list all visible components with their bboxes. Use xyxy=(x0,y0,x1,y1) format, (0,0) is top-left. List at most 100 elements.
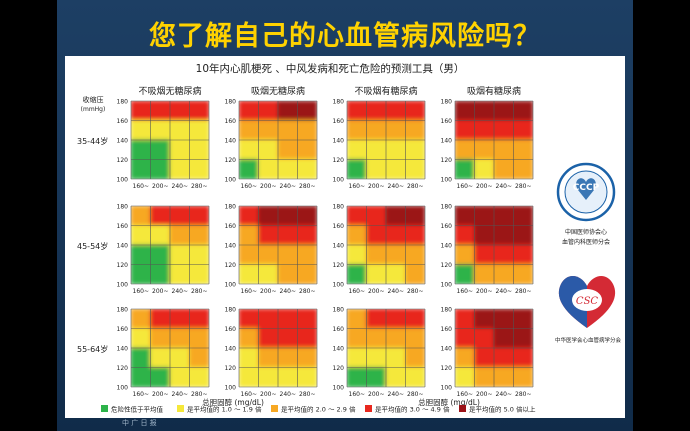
x-tick-label: 280~ xyxy=(299,183,315,190)
risk-cell xyxy=(474,244,495,265)
y-tick-label: 100 xyxy=(441,282,453,289)
risk-cell xyxy=(366,264,387,284)
risk-cell xyxy=(169,120,190,141)
risk-cell xyxy=(474,367,495,387)
legend-swatch xyxy=(101,405,108,412)
risk-cell xyxy=(297,120,317,141)
risk-cell xyxy=(150,244,171,265)
y-tick-label: 100 xyxy=(117,385,129,392)
risk-cell xyxy=(297,101,317,121)
risk-cell xyxy=(513,206,533,226)
risk-cell xyxy=(493,159,514,179)
x-tick-label: 280~ xyxy=(191,183,207,190)
risk-cell xyxy=(239,264,259,284)
x-tick-label: 200~ xyxy=(260,391,276,398)
x-tick-label: 200~ xyxy=(368,288,384,295)
legend-swatch xyxy=(271,405,278,412)
risk-cell xyxy=(347,347,367,368)
risk-cell xyxy=(297,347,317,368)
risk-cell xyxy=(297,309,317,329)
risk-cell xyxy=(513,244,533,265)
y-tick-label: 160 xyxy=(225,118,237,125)
x-tick-label: 160~ xyxy=(349,183,365,190)
risk-cell xyxy=(366,159,387,179)
y-tick-label: 120 xyxy=(117,262,129,269)
x-tick-label: 160~ xyxy=(349,391,365,398)
risk-cell xyxy=(405,264,425,284)
risk-cell xyxy=(131,347,151,368)
slide-title: 您了解自己的心血管病风险吗？ xyxy=(149,21,541,52)
risk-cell xyxy=(169,309,190,329)
risk-grid: 180 160 140 120 100 160~ 200~ 240~ 280~ xyxy=(117,99,210,190)
x-tick-label: 280~ xyxy=(515,183,531,190)
risk-cell xyxy=(277,139,298,160)
y-tick-label: 180 xyxy=(117,99,129,106)
risk-cell xyxy=(150,139,171,160)
risk-grid: 180 160 140 120 100 160~ 200~ 240~ 280~ xyxy=(441,307,534,398)
risk-cell xyxy=(169,328,190,349)
y-tick-label: 180 xyxy=(225,204,237,211)
x-tick-label: 200~ xyxy=(368,391,384,398)
x-tick-label: 160~ xyxy=(133,391,149,398)
risk-cell xyxy=(455,159,475,179)
risk-cell xyxy=(189,347,209,368)
risk-cell xyxy=(169,101,190,121)
y-tick-label: 140 xyxy=(117,346,129,353)
risk-grid-fill xyxy=(239,206,317,284)
risk-cell xyxy=(347,367,367,387)
x-tick-label: 280~ xyxy=(191,391,207,398)
y-tick-label: 180 xyxy=(117,204,129,211)
column-header: 吸烟无糖尿病 xyxy=(251,85,305,97)
risk-cell xyxy=(258,328,279,349)
x-tick-label: 240~ xyxy=(280,391,296,398)
x-tick-label: 200~ xyxy=(476,183,492,190)
x-tick-label: 240~ xyxy=(496,391,512,398)
y-tick-label: 120 xyxy=(225,262,237,269)
y-tick-label: 100 xyxy=(225,385,237,392)
risk-cell xyxy=(366,244,387,265)
risk-cell xyxy=(131,264,151,284)
risk-cell xyxy=(513,159,533,179)
risk-grid-fill xyxy=(131,101,209,179)
risk-cell xyxy=(131,206,151,226)
risk-cell xyxy=(277,225,298,246)
x-tick-label: 240~ xyxy=(496,288,512,295)
risk-cell xyxy=(455,225,475,246)
risk-cell xyxy=(169,206,190,226)
risk-grid: 180 160 140 120 100 160~ 200~ 240~ 280~ xyxy=(333,99,426,190)
risk-cell xyxy=(513,225,533,246)
x-tick-label: 240~ xyxy=(388,391,404,398)
x-tick-label: 280~ xyxy=(515,288,531,295)
risk-cell xyxy=(455,101,475,121)
risk-cell xyxy=(297,225,317,246)
y-tick-label: 100 xyxy=(225,177,237,184)
risk-cell xyxy=(258,367,279,387)
legend-swatch xyxy=(177,405,184,412)
y-tick-label: 160 xyxy=(333,326,345,333)
risk-cell xyxy=(131,225,151,246)
risk-cell xyxy=(474,328,495,349)
risk-cell xyxy=(493,101,514,121)
csc-logo: CSC 中华医学会心血管病学分会 xyxy=(555,275,621,344)
risk-grid-fill xyxy=(347,309,425,387)
risk-cell xyxy=(474,139,495,160)
cccp-caption-2: 血管内科医师分会 xyxy=(562,238,610,246)
y-tick-label: 120 xyxy=(333,262,345,269)
risk-cell xyxy=(385,328,406,349)
risk-cell xyxy=(169,264,190,284)
y-tick-label: 140 xyxy=(225,346,237,353)
risk-cell xyxy=(455,139,475,160)
x-tick-label: 240~ xyxy=(496,183,512,190)
x-tick-label: 200~ xyxy=(260,183,276,190)
risk-cell xyxy=(366,309,387,329)
risk-cell xyxy=(258,206,279,226)
risk-grid-fill xyxy=(455,101,533,179)
column-header: 不吸烟有糖尿病 xyxy=(354,85,417,97)
x-tick-label: 240~ xyxy=(172,391,188,398)
risk-cell xyxy=(189,309,209,329)
x-tick-label: 280~ xyxy=(515,391,531,398)
risk-cell xyxy=(513,367,533,387)
risk-cell xyxy=(239,159,259,179)
risk-grid-fill xyxy=(455,206,533,284)
